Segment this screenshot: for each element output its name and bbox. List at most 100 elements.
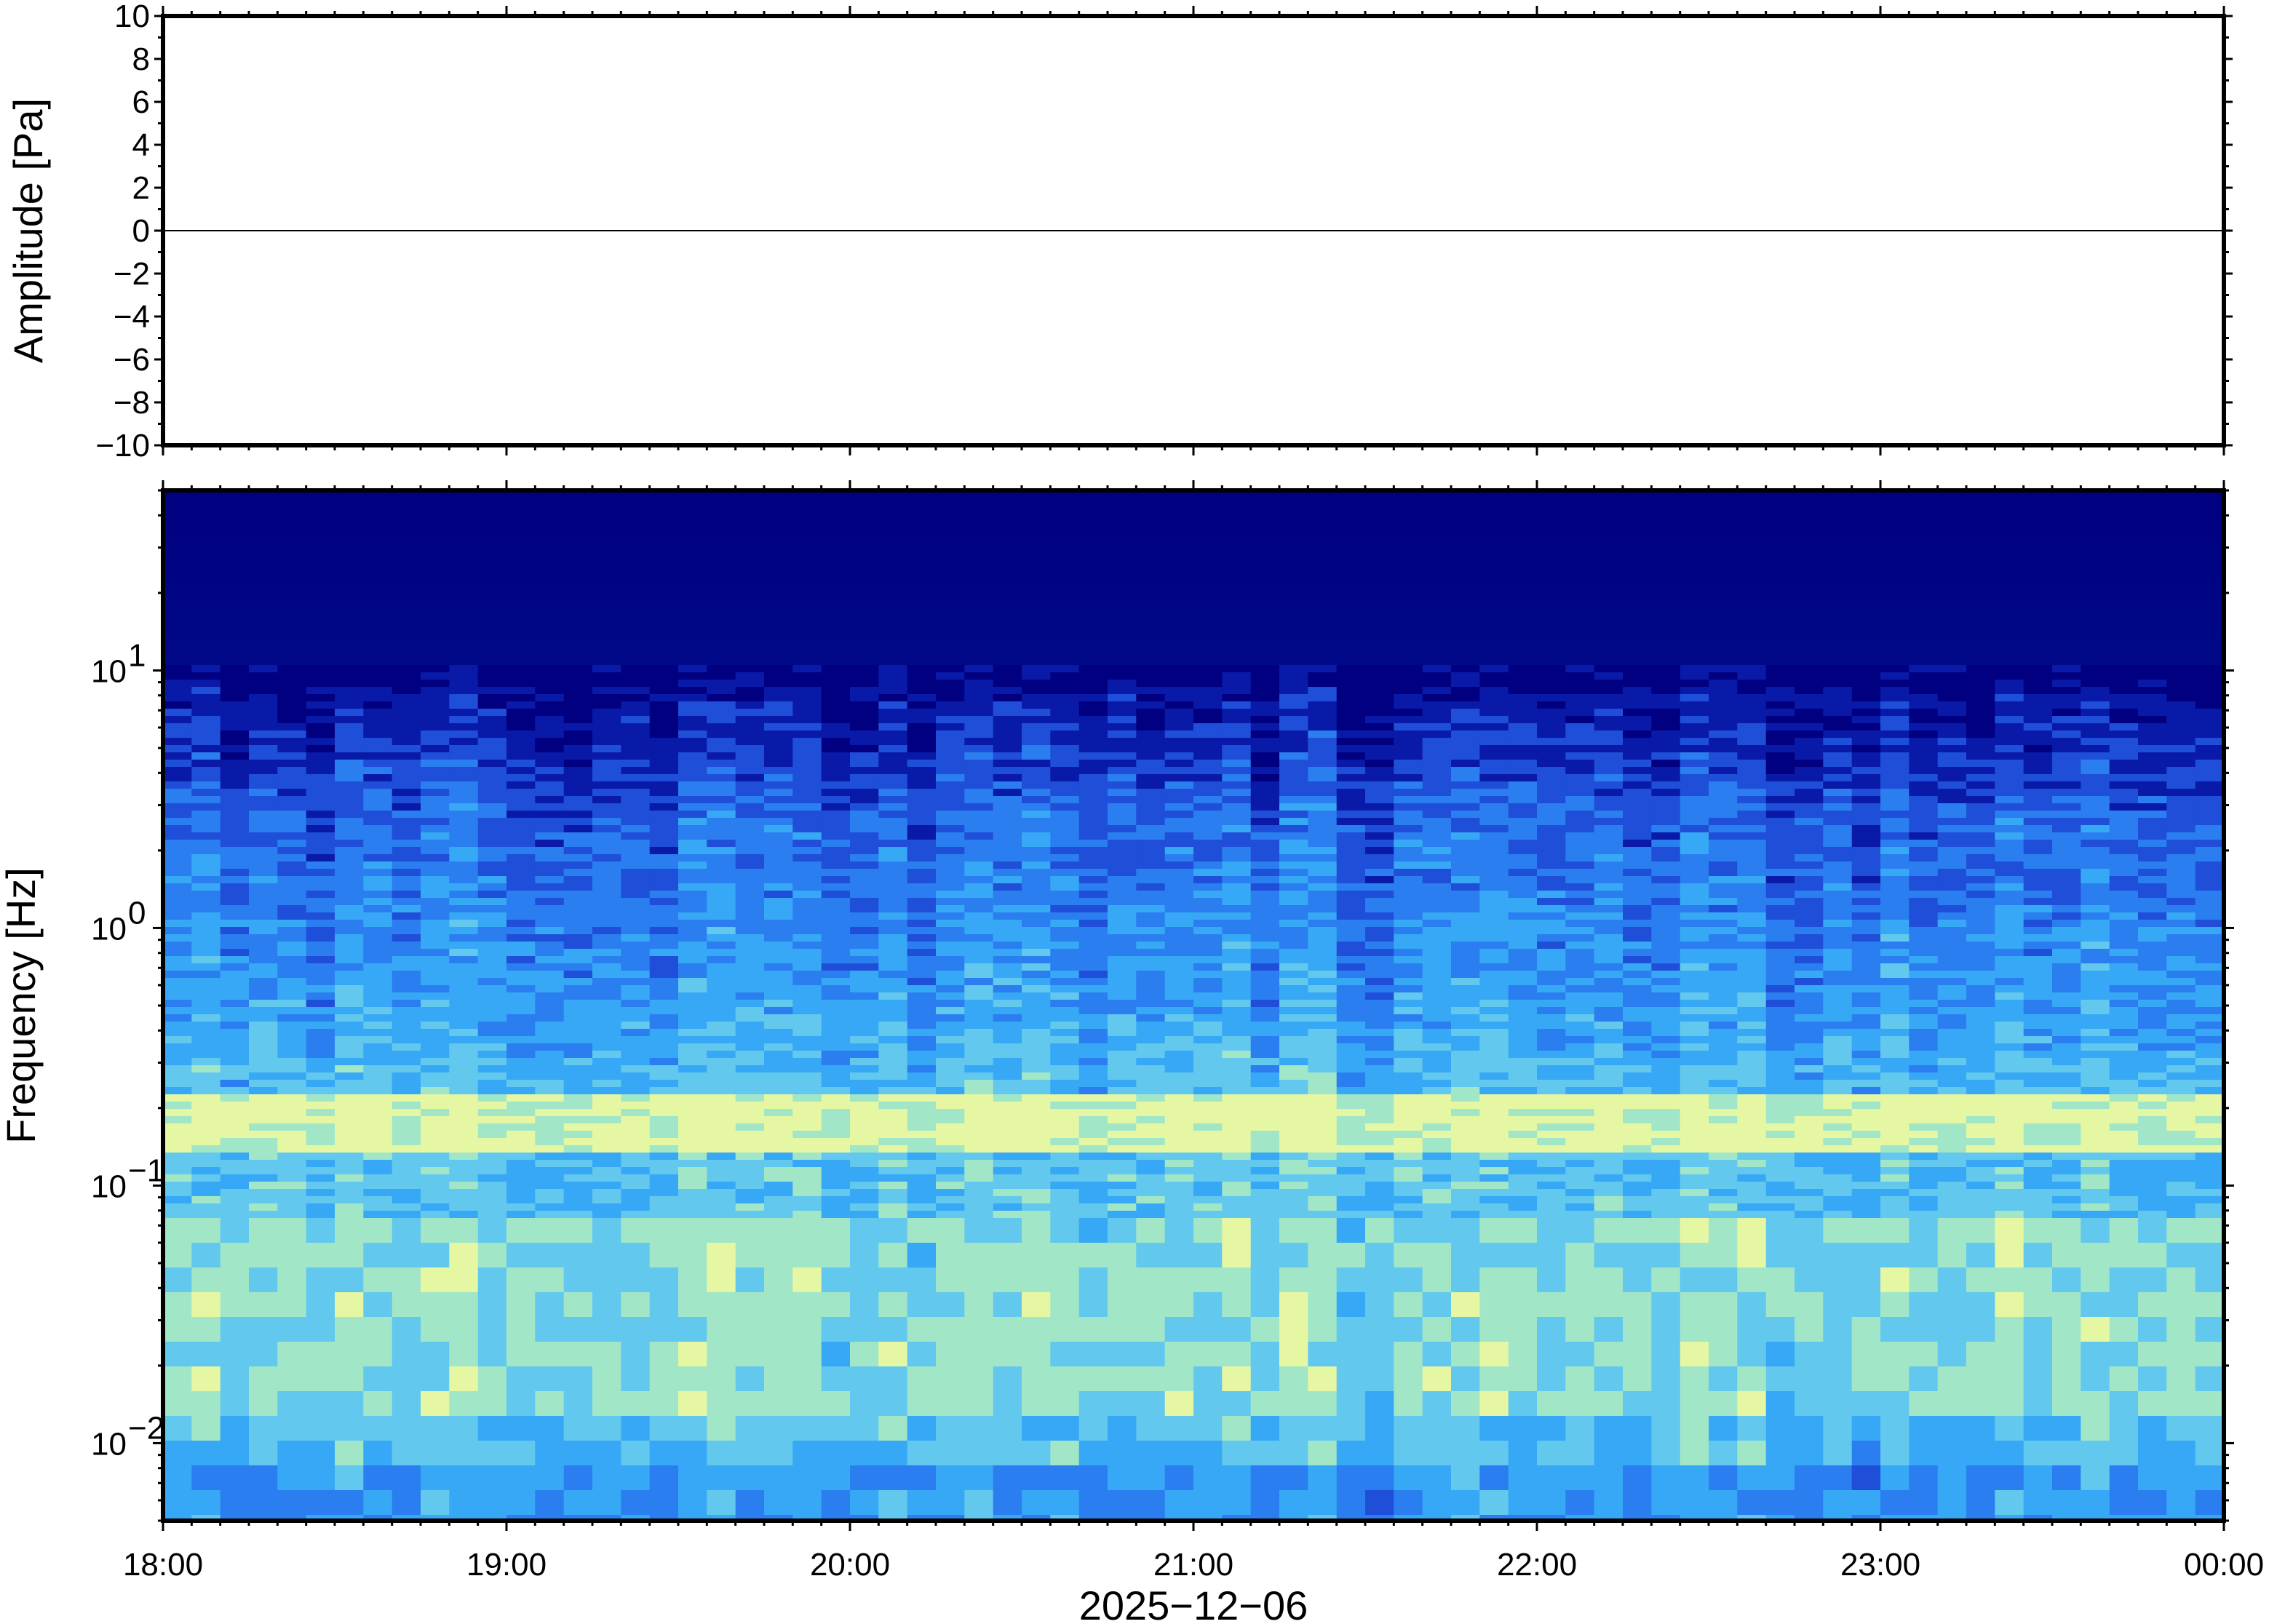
spectrogram-cell	[449, 861, 479, 869]
spectrogram-cell	[1050, 949, 1080, 956]
spectrogram-cell	[1050, 1167, 1080, 1174]
spectrogram-cell	[1193, 869, 1223, 876]
spectrogram-cell	[1136, 789, 1166, 796]
spectrogram-cell	[707, 1022, 736, 1029]
spectrogram-cell	[421, 934, 450, 942]
spectrogram-cell	[363, 934, 393, 942]
spectrogram-cell	[335, 1366, 365, 1391]
spectrogram-cell	[1308, 1203, 1338, 1211]
spectrogram-cell	[964, 694, 994, 701]
spectrogram-cell	[735, 963, 765, 971]
spectrogram-cell	[792, 1317, 822, 1342]
spectrogram-cell	[649, 934, 679, 942]
spectrogram-cell	[993, 1116, 1022, 1123]
spectrogram-cell	[735, 1211, 765, 1218]
spectrogram-cell	[249, 796, 279, 803]
spectrogram-cell	[850, 876, 880, 883]
spectrogram-cell	[993, 1218, 1022, 1243]
spectrogram-cell	[1022, 847, 1052, 854]
spectrogram-cell	[1222, 716, 1252, 723]
spectrogram-cell	[821, 905, 851, 912]
spectrogram-cell	[1193, 1029, 1223, 1036]
spectrogram-cell	[964, 1029, 994, 1036]
spectrogram-cell	[735, 1043, 765, 1051]
spectrogram-cell	[1365, 840, 1395, 847]
spectrogram-cell	[1078, 1058, 1108, 1065]
spectrogram-cell	[964, 803, 994, 811]
spectrogram-cell	[306, 963, 335, 971]
spectrogram-cell	[678, 1490, 708, 1515]
spectrogram-cell	[878, 1014, 908, 1022]
spectrogram-cell	[764, 854, 794, 861]
spectrogram-cell	[592, 1007, 622, 1014]
spectrogram-cell	[1537, 1243, 1567, 1267]
spectrogram-cell	[678, 738, 708, 745]
spectrogram-cell	[821, 701, 851, 709]
spectrogram-cell	[1078, 1465, 1108, 1490]
spectrogram-cell	[563, 687, 593, 694]
spectrogram-cell	[191, 949, 221, 956]
spectrogram-cell	[1336, 861, 1366, 869]
spectrogram-cell	[621, 942, 651, 949]
spectrogram-cell	[1508, 760, 1538, 767]
spectrogram-cell	[277, 738, 307, 745]
spectrogram-cell	[1565, 1441, 1595, 1465]
spectrogram-cell	[535, 1087, 565, 1094]
spectrogram-cell	[907, 731, 937, 738]
spectrogram-cell	[220, 1292, 250, 1317]
spectrogram-cell	[1623, 672, 1653, 680]
spectrogram-cell	[1623, 1102, 1653, 1109]
spectrogram-cell	[764, 1441, 794, 1465]
spectrogram-cell	[621, 1109, 651, 1116]
spectrogram-cell	[277, 789, 307, 796]
spectrogram-cell	[249, 1490, 279, 1515]
spectrogram-cell	[306, 1167, 335, 1174]
spectrogram-cell	[993, 796, 1022, 803]
spectrogram-cell	[249, 978, 279, 985]
spectrogram-cell	[220, 1267, 250, 1292]
spectrogram-cell	[563, 1029, 593, 1036]
spectrogram-cell	[1594, 825, 1624, 832]
spectrogram-cell	[1108, 1116, 1137, 1123]
spectrogram-cell	[421, 883, 450, 891]
spectrogram-cell	[191, 731, 221, 738]
spectrogram-cell	[621, 825, 651, 832]
spectrogram-cell	[1565, 912, 1595, 920]
spectrogram-cell	[878, 1218, 908, 1243]
spectrogram-cell	[506, 1317, 536, 1342]
spectrogram-cell	[621, 1342, 651, 1366]
spectrogram-cell	[249, 854, 279, 861]
spectrogram-cell	[563, 1051, 593, 1058]
spectrogram-cell	[1250, 1058, 1280, 1065]
spectrogram-cell	[1222, 1441, 1252, 1465]
spectrogram-cell	[1508, 1138, 1538, 1145]
spectrogram-cell	[363, 709, 393, 716]
spectrogram-cell	[563, 1490, 593, 1515]
spectrogram-cell	[1394, 796, 1423, 803]
spectrogram-cell	[1565, 971, 1595, 978]
spectrogram-cell	[878, 1441, 908, 1465]
spectrogram-cell	[792, 709, 822, 716]
spectrogram-cell	[1508, 905, 1538, 912]
spectrogram-cell	[363, 752, 393, 760]
spectrogram-cell	[1050, 811, 1080, 818]
spectrogram-cell	[907, 1243, 937, 1267]
spectrogram-cell	[421, 752, 450, 760]
spectrogram-cell	[392, 1102, 421, 1109]
spectrogram-cell	[993, 1072, 1022, 1080]
spectrogram-cell	[1193, 934, 1223, 942]
spectrogram-cell	[1594, 1342, 1624, 1366]
spectrogram-cell	[1222, 687, 1252, 694]
spectrogram-cell	[306, 672, 335, 680]
spectrogram-cell	[506, 745, 536, 752]
spectrogram-cell	[249, 1189, 279, 1196]
spectrogram-cell	[1537, 1211, 1567, 1218]
spectrogram-cell	[993, 694, 1022, 701]
spectrogram-cell	[563, 1153, 593, 1160]
spectrogram-cell	[449, 781, 479, 789]
spectrogram-cell	[191, 847, 221, 854]
spectrogram-cell	[477, 934, 507, 942]
spectrogram-cell	[707, 891, 736, 898]
spectrogram-cell	[449, 672, 479, 680]
spectrogram-cell	[707, 687, 736, 694]
